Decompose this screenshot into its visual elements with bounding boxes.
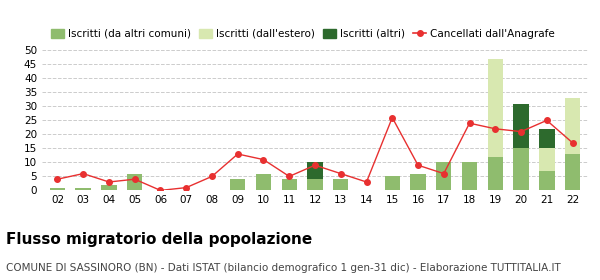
Bar [410, 174, 426, 190]
Bar [565, 98, 580, 154]
Bar [436, 162, 451, 190]
Bar [385, 176, 400, 190]
Text: Flusso migratorio della popolazione: Flusso migratorio della popolazione [6, 232, 312, 248]
Bar [462, 162, 477, 190]
Bar [514, 148, 529, 190]
Bar [514, 104, 529, 148]
Bar [488, 157, 503, 190]
Bar [539, 148, 554, 171]
Bar [333, 179, 349, 190]
Bar [50, 188, 65, 190]
Bar [539, 129, 554, 148]
Bar [230, 179, 245, 190]
Bar [565, 154, 580, 190]
Bar [307, 162, 323, 179]
Bar [256, 174, 271, 190]
Bar [281, 179, 297, 190]
Bar [76, 188, 91, 190]
Bar [539, 171, 554, 190]
Legend: Iscritti (da altri comuni), Iscritti (dall'estero), Iscritti (altri), Cancellati: Iscritti (da altri comuni), Iscritti (da… [47, 25, 559, 43]
Bar [101, 185, 116, 190]
Text: COMUNE DI SASSINORO (BN) - Dati ISTAT (bilancio demografico 1 gen-31 dic) - Elab: COMUNE DI SASSINORO (BN) - Dati ISTAT (b… [6, 263, 561, 273]
Bar [127, 174, 142, 190]
Bar [488, 59, 503, 157]
Bar [307, 179, 323, 190]
